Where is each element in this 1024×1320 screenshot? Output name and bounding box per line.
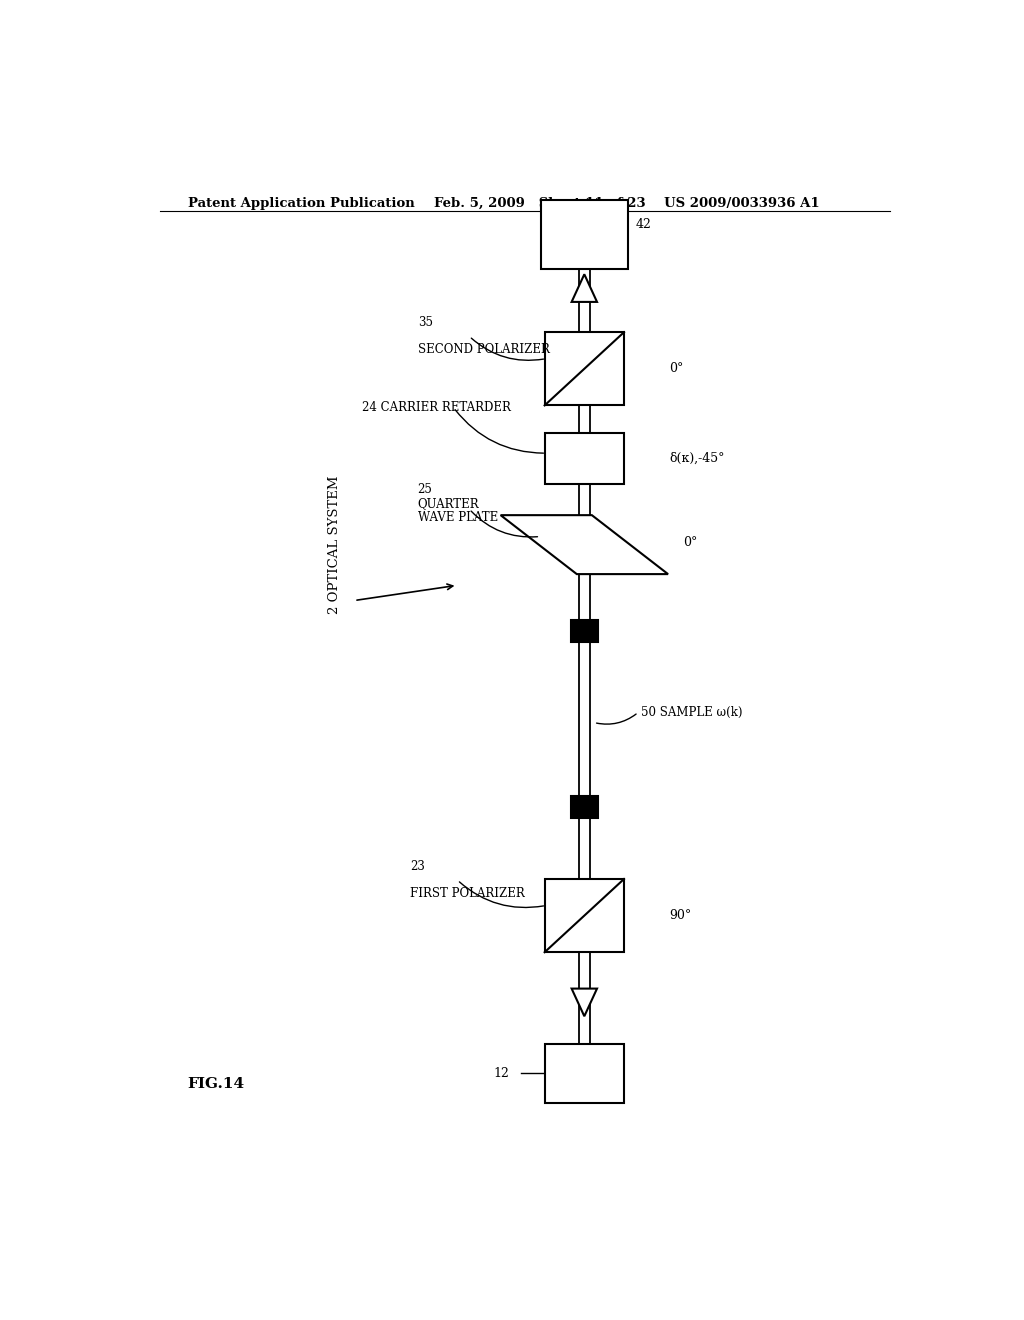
Text: 2 OPTICAL SYSTEM: 2 OPTICAL SYSTEM <box>328 475 341 614</box>
Text: 25: 25 <box>418 483 432 496</box>
Text: 24 CARRIER RETARDER: 24 CARRIER RETARDER <box>362 401 511 414</box>
Text: FIRST POLARIZER: FIRST POLARIZER <box>410 887 524 900</box>
Text: 50 SAMPLE ω(k): 50 SAMPLE ω(k) <box>641 706 743 719</box>
Text: 0°: 0° <box>670 362 684 375</box>
Bar <box>545 433 624 483</box>
Text: 0°: 0° <box>684 536 698 549</box>
Text: Feb. 5, 2009   Sheet 11 of 23    US 2009/0033936 A1: Feb. 5, 2009 Sheet 11 of 23 US 2009/0033… <box>433 197 819 210</box>
Bar <box>545 1044 624 1102</box>
Bar <box>570 796 598 818</box>
Bar <box>545 333 624 405</box>
Text: SECOND POLARIZER: SECOND POLARIZER <box>418 343 550 356</box>
Text: 12: 12 <box>493 1067 509 1080</box>
Polygon shape <box>501 515 668 574</box>
Text: FIG.14: FIG.14 <box>187 1077 245 1092</box>
Text: Patent Application Publication: Patent Application Publication <box>187 197 415 210</box>
Bar <box>545 879 624 952</box>
Text: 42: 42 <box>636 218 652 231</box>
Polygon shape <box>571 275 597 302</box>
Text: δ(κ),-45°: δ(κ),-45° <box>670 451 725 465</box>
Polygon shape <box>571 989 597 1016</box>
Text: 35: 35 <box>418 317 433 329</box>
Bar <box>570 620 598 643</box>
Text: QUARTER: QUARTER <box>418 498 479 510</box>
Bar <box>541 201 628 269</box>
Text: 90°: 90° <box>670 909 691 923</box>
Text: WAVE PLATE: WAVE PLATE <box>418 511 498 524</box>
Text: 23: 23 <box>410 859 425 873</box>
